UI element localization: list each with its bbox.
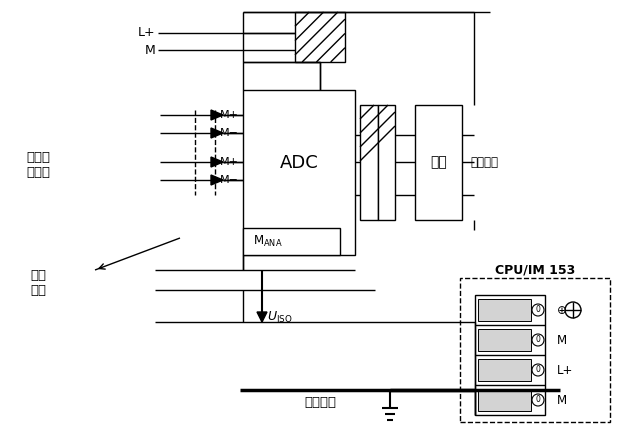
Text: $\mathregular{M_{ANA}}$: $\mathregular{M_{ANA}}$ bbox=[253, 234, 283, 249]
Polygon shape bbox=[257, 312, 267, 322]
Bar bbox=[360, 105, 378, 220]
Bar bbox=[295, 12, 345, 62]
Text: M+: M+ bbox=[220, 157, 239, 167]
Text: CPU/IM 153: CPU/IM 153 bbox=[495, 264, 575, 277]
Text: 0: 0 bbox=[536, 306, 540, 314]
Polygon shape bbox=[211, 175, 223, 185]
Bar bbox=[243, 90, 355, 255]
Bar bbox=[478, 299, 531, 321]
Bar bbox=[415, 105, 462, 220]
Text: ⊕: ⊕ bbox=[557, 303, 567, 317]
Bar bbox=[243, 228, 340, 255]
Text: 推荐
连接: 推荐 连接 bbox=[30, 269, 46, 297]
Bar bbox=[478, 359, 531, 381]
Bar bbox=[460, 278, 610, 422]
Text: 接地干线: 接地干线 bbox=[304, 396, 336, 409]
Bar bbox=[475, 295, 545, 415]
Text: 0: 0 bbox=[536, 396, 540, 405]
Text: 0: 0 bbox=[536, 335, 540, 344]
Text: 逻辑: 逻辑 bbox=[430, 156, 447, 169]
Text: L+: L+ bbox=[138, 26, 155, 40]
Text: ADC: ADC bbox=[280, 153, 318, 172]
Text: M−: M− bbox=[220, 128, 239, 138]
Text: $U_{\rm ISO}$: $U_{\rm ISO}$ bbox=[267, 310, 292, 325]
Text: M−: M− bbox=[220, 175, 239, 185]
Polygon shape bbox=[211, 110, 223, 120]
Bar bbox=[478, 389, 531, 411]
Text: L+: L+ bbox=[557, 363, 573, 376]
Text: M: M bbox=[557, 393, 567, 406]
Text: M+: M+ bbox=[220, 110, 239, 120]
Text: M: M bbox=[557, 334, 567, 347]
Text: 背板总线: 背板总线 bbox=[470, 156, 498, 169]
Text: 电隔离
传感器: 电隔离 传感器 bbox=[26, 151, 50, 179]
Bar bbox=[478, 329, 531, 351]
Polygon shape bbox=[211, 128, 223, 138]
Text: M: M bbox=[144, 44, 155, 57]
Text: 0: 0 bbox=[536, 366, 540, 375]
Bar bbox=[378, 105, 395, 220]
Polygon shape bbox=[211, 157, 223, 167]
